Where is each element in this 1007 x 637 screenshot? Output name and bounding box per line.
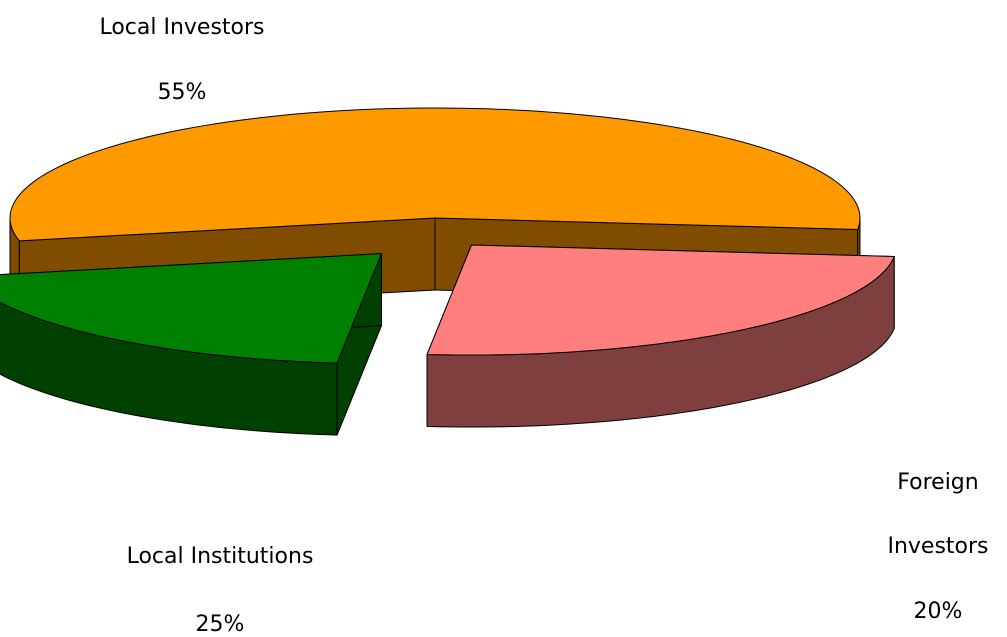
slice (0, 253, 383, 364)
value-label: 55% (157, 80, 207, 105)
slice (9, 107, 861, 242)
slice (426, 244, 895, 356)
value-label: 20% (913, 599, 963, 624)
slice-label: Foreign Investors (887, 470, 989, 559)
slice-label: Local Institutions (126, 544, 314, 569)
slice-label: Local Investors (99, 15, 265, 40)
value-label: 25% (195, 612, 245, 637)
